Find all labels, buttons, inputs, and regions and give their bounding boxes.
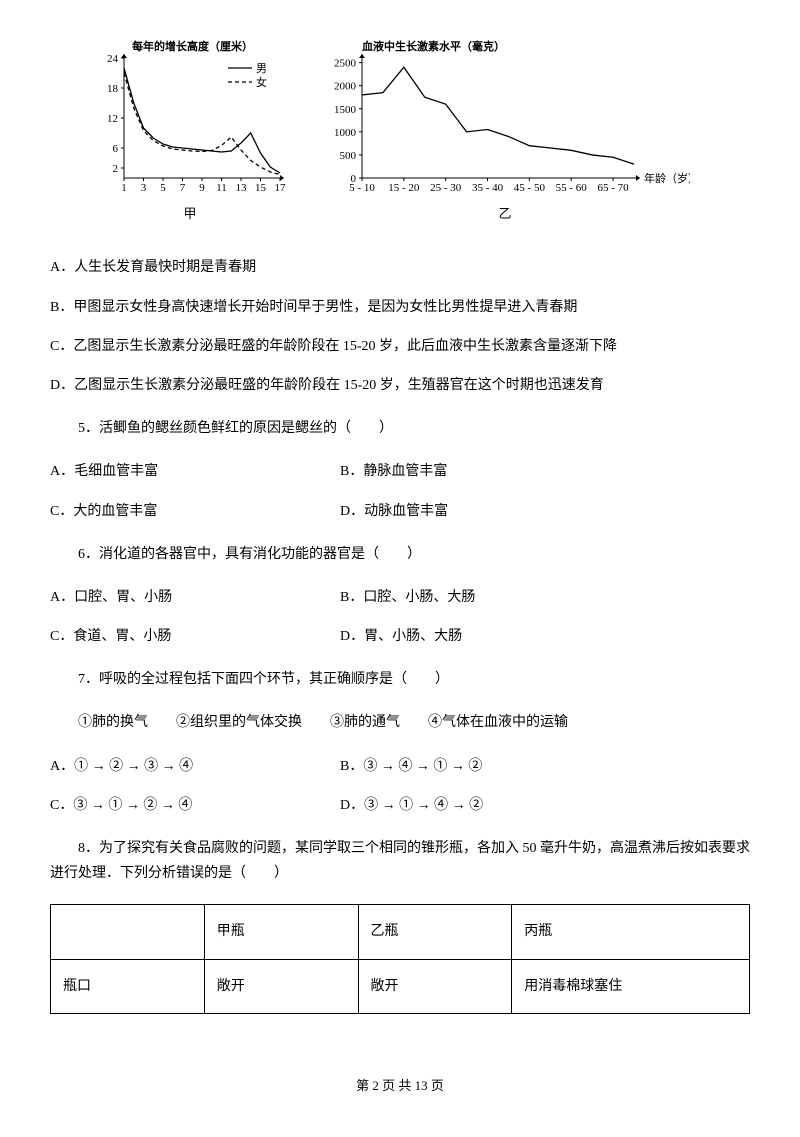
svg-text:24: 24 [107, 53, 119, 65]
svg-text:18: 18 [107, 83, 119, 95]
svg-text:女: 女 [256, 75, 267, 89]
svg-text:5 - 10: 5 - 10 [349, 182, 375, 194]
chart-2-caption: 乙 [498, 202, 511, 225]
svg-text:1500: 1500 [334, 104, 357, 116]
svg-text:5: 5 [160, 182, 166, 194]
q8-r0c0: 瓶口 [51, 959, 205, 1013]
q5-row2: C．大的血管丰富 D．动脉血管丰富 [50, 499, 750, 524]
q5-option-c: C．大的血管丰富 [50, 499, 340, 524]
svg-text:11: 11 [216, 182, 227, 194]
svg-text:15 - 20: 15 - 20 [388, 182, 420, 194]
q8-r0c3: 用消毒棉球塞住 [512, 959, 750, 1013]
q7-parts: ①肺的换气 ②组织里的气体交换 ③肺的通气 ④气体在血液中的运输 [50, 710, 750, 735]
q6-option-c: C．食道、胃、小肠 [50, 624, 340, 649]
svg-text:25 - 30: 25 - 30 [430, 182, 462, 194]
svg-text:血液中生长激素水平（毫克）: 血液中生长激素水平（毫克） [362, 40, 505, 53]
q7-stem: 7．呼吸的全过程包括下面四个环节，其正确顺序是（ ） [50, 667, 750, 692]
q5-option-a: A．毛细血管丰富 [50, 459, 340, 484]
svg-text:55 - 60: 55 - 60 [556, 182, 588, 194]
svg-text:35 - 40: 35 - 40 [472, 182, 504, 194]
q7-option-d: D．③ → ① → ④ → ② [340, 793, 750, 818]
q4-option-d: D．乙图显示生长激素分泌最旺盛的年龄阶段在 15‐20 岁，生殖器官在这个时期也… [50, 373, 750, 398]
page-footer: 第 2 页 共 13 页 [50, 1074, 750, 1097]
q6-option-a: A．口腔、胃、小肠 [50, 585, 340, 610]
q7-row2: C．③ → ① → ② → ④ D．③ → ① → ④ → ② [50, 793, 750, 818]
q7-option-b: B．③ → ④ → ① → ② [340, 754, 750, 779]
q8-h0 [51, 905, 205, 959]
svg-text:12: 12 [107, 113, 118, 125]
q4-option-a: A．人生长发育最快时期是青春期 [50, 255, 750, 280]
svg-text:45 - 50: 45 - 50 [514, 182, 546, 194]
q8-r0c2: 敞开 [358, 959, 512, 1013]
q6-option-d: D．胃、小肠、大肠 [340, 624, 750, 649]
svg-text:2: 2 [113, 163, 119, 175]
svg-text:500: 500 [340, 150, 357, 162]
q8-r0c1: 敞开 [204, 959, 358, 1013]
q7-row1: A．① → ② → ③ → ④ B．③ → ④ → ① → ② [50, 754, 750, 779]
chart-2: 血液中生长激素水平（毫克）050010001500200025005 - 101… [320, 40, 690, 200]
chart-2-wrap: 血液中生长激素水平（毫克）050010001500200025005 - 101… [320, 40, 690, 225]
q8-table-header-row: 甲瓶 乙瓶 丙瓶 [51, 905, 750, 959]
q8-table-row: 瓶口 敞开 敞开 用消毒棉球塞住 [51, 959, 750, 1013]
svg-text:17: 17 [275, 182, 287, 194]
q8-h3: 丙瓶 [512, 905, 750, 959]
q8-h1: 甲瓶 [204, 905, 358, 959]
q6-stem: 6．消化道的各器官中，具有消化功能的器官是（ ） [50, 542, 750, 567]
chart-row: 每年的增长高度（厘米）261218241357911131517男女 甲 血液中… [90, 40, 750, 225]
svg-text:6: 6 [113, 143, 119, 155]
q5-row1: A．毛细血管丰富 B．静脉血管丰富 [50, 459, 750, 484]
svg-text:2500: 2500 [334, 58, 357, 70]
chart-1: 每年的增长高度（厘米）261218241357911131517男女 [90, 40, 290, 200]
svg-text:年龄（岁）: 年龄（岁） [644, 171, 690, 185]
svg-text:1000: 1000 [334, 127, 357, 139]
q8-h2: 乙瓶 [358, 905, 512, 959]
svg-text:13: 13 [236, 182, 248, 194]
svg-text:7: 7 [180, 182, 186, 194]
svg-text:3: 3 [141, 182, 147, 194]
svg-text:9: 9 [199, 182, 205, 194]
q5-option-d: D．动脉血管丰富 [340, 499, 750, 524]
svg-text:65 - 70: 65 - 70 [597, 182, 629, 194]
q8-table: 甲瓶 乙瓶 丙瓶 瓶口 敞开 敞开 用消毒棉球塞住 [50, 904, 750, 1013]
svg-text:2000: 2000 [334, 81, 357, 93]
svg-text:1: 1 [121, 182, 127, 194]
svg-text:男: 男 [256, 63, 267, 75]
q6-row2: C．食道、胃、小肠 D．胃、小肠、大肠 [50, 624, 750, 649]
q4-option-c: C．乙图显示生长激素分泌最旺盛的年龄阶段在 15‐20 岁，此后血液中生长激素含… [50, 334, 750, 359]
svg-text:每年的增长高度（厘米）: 每年的增长高度（厘米） [132, 40, 253, 53]
chart-1-wrap: 每年的增长高度（厘米）261218241357911131517男女 甲 [90, 40, 290, 225]
q7-option-a: A．① → ② → ③ → ④ [50, 754, 340, 779]
q6-row1: A．口腔、胃、小肠 B．口腔、小肠、大肠 [50, 585, 750, 610]
q8-stem: 8．为了探究有关食品腐败的问题，某同学取三个相同的锥形瓶，各加入 50 毫升牛奶… [50, 836, 750, 886]
q4-option-b: B．甲图显示女性身高快速增长开始时间早于男性，是因为女性比男性提早进入青春期 [50, 295, 750, 320]
q5-stem: 5．活鲫鱼的鳃丝颜色鲜红的原因是鳃丝的（ ） [50, 416, 750, 441]
q5-option-b: B．静脉血管丰富 [340, 459, 750, 484]
q6-option-b: B．口腔、小肠、大肠 [340, 585, 750, 610]
svg-text:15: 15 [255, 182, 267, 194]
q7-option-c: C．③ → ① → ② → ④ [50, 793, 340, 818]
chart-1-caption: 甲 [183, 202, 196, 225]
